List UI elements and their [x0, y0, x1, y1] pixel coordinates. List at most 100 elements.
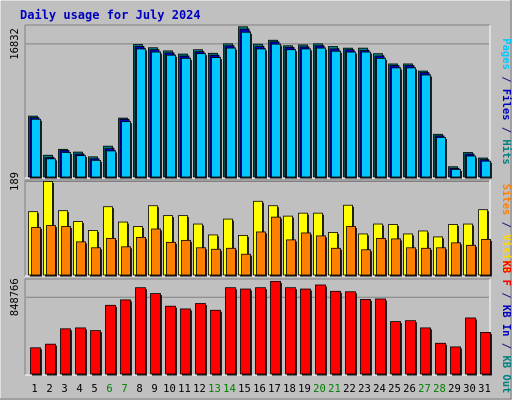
bar-sites	[421, 247, 431, 276]
panel-middle: 189 Sites / Visits	[9, 172, 512, 277]
bar-sites	[166, 241, 176, 276]
day-tick-label: 23	[358, 383, 371, 395]
bar-sites	[121, 246, 131, 276]
bar-sites	[91, 247, 101, 276]
max-value-label: 189	[9, 172, 21, 191]
day-tick-label: 25	[388, 383, 401, 395]
bar-pages	[331, 50, 341, 178]
legend-entry: Files	[500, 89, 512, 121]
bar-sites	[361, 249, 371, 276]
bar-kb-f	[150, 293, 161, 375]
bar-kb-f	[210, 309, 221, 375]
bar-kb-f	[435, 342, 446, 375]
bar-pages	[151, 51, 161, 178]
bar-pages	[376, 58, 386, 178]
panel-bottom: 848766 KB F / KB In / KB Out	[9, 261, 512, 394]
bar-sites	[301, 232, 311, 276]
bar-sites	[316, 235, 326, 276]
bar-sites	[151, 228, 161, 276]
panel-top: 16832 Pages / Files / Hits	[9, 24, 512, 179]
day-tick-label: 29	[448, 383, 461, 395]
day-tick-label: 10	[163, 383, 176, 395]
bar-sites	[466, 244, 476, 276]
bar-kb-f	[135, 287, 146, 375]
bar-kb-f	[30, 347, 41, 375]
bar-kb-f	[315, 284, 326, 375]
day-tick-label: 27	[418, 383, 431, 395]
day-tick-label: 18	[283, 383, 296, 395]
bar-pages	[91, 159, 101, 178]
axis-legend-label: KB F / KB In / KB Out	[500, 261, 512, 394]
bar-sites	[196, 247, 206, 276]
bar-kb-f	[450, 346, 461, 375]
day-tick-label: 12	[193, 383, 206, 395]
axis-legend-label: Sites / Visits	[500, 184, 512, 273]
bar-sites	[406, 247, 416, 276]
day-tick-label: 8	[136, 383, 142, 395]
bar-kb-f	[255, 287, 266, 375]
max-value-label: 848766	[9, 278, 21, 316]
bar-sites	[211, 248, 221, 276]
bar-kb-f	[465, 317, 476, 375]
bar-sites	[376, 237, 386, 276]
bar-kb-f	[90, 330, 101, 375]
bar-kb-f	[180, 308, 191, 375]
bar-sites	[346, 226, 356, 276]
bar-pages	[451, 169, 461, 178]
bar-pages	[271, 43, 281, 178]
bar-pages	[286, 49, 296, 178]
legend-entry: /	[500, 286, 512, 305]
bar-pages	[196, 53, 206, 178]
day-tick-label: 16	[253, 383, 266, 395]
bar-kb-f	[300, 288, 311, 375]
bar-sites	[136, 236, 146, 276]
bar-sites	[481, 238, 491, 276]
bar-sites	[76, 241, 86, 276]
bar-pages	[436, 137, 446, 178]
bar-sites	[271, 216, 281, 276]
legend-entry: Hits	[500, 139, 512, 164]
day-tick-label: 2	[46, 383, 52, 395]
bar-kb-f	[270, 280, 281, 375]
legend-entry: KB In	[500, 305, 512, 337]
bar-pages	[391, 67, 401, 178]
day-tick-label: 30	[463, 383, 476, 395]
bar-kb-f	[405, 320, 416, 375]
bar-kb-f	[420, 327, 431, 375]
legend-entry: /	[500, 336, 512, 355]
bar-kb-f	[330, 290, 341, 375]
bar-kb-f	[345, 291, 356, 375]
bar-pages	[166, 54, 176, 178]
day-tick-label: 11	[178, 383, 191, 395]
bar-sites	[331, 247, 341, 276]
day-tick-label: 19	[298, 383, 311, 395]
bar-pages	[256, 48, 266, 178]
bar-kb-f	[285, 287, 296, 375]
bar-pages	[481, 160, 491, 178]
bar-sites	[241, 253, 251, 276]
bar-pages	[421, 74, 431, 178]
bar-kb-f	[165, 305, 176, 375]
bar-pages	[361, 51, 371, 178]
bar-sites	[451, 242, 461, 276]
bar-kb-f	[45, 343, 56, 375]
bar-sites	[61, 226, 71, 276]
bar-pages	[121, 121, 131, 178]
bar-sites	[256, 231, 266, 276]
legend-entry: /	[500, 120, 512, 139]
day-tick-label: 3	[61, 383, 67, 395]
bar-pages	[406, 67, 416, 178]
bar-sites	[46, 225, 56, 276]
day-tick-label: 31	[478, 383, 491, 395]
day-tick-label: 5	[91, 383, 97, 395]
bar-pages	[181, 58, 191, 178]
bar-sites	[31, 227, 41, 276]
legend-entry: Sites	[500, 184, 512, 216]
day-tick-label: 7	[121, 383, 127, 395]
bar-pages	[46, 158, 56, 178]
day-tick-label: 24	[373, 383, 386, 395]
axis-legend-label: Pages / Files / Hits	[500, 38, 512, 164]
bar-pages	[241, 31, 251, 178]
bar-kb-f	[195, 303, 206, 375]
